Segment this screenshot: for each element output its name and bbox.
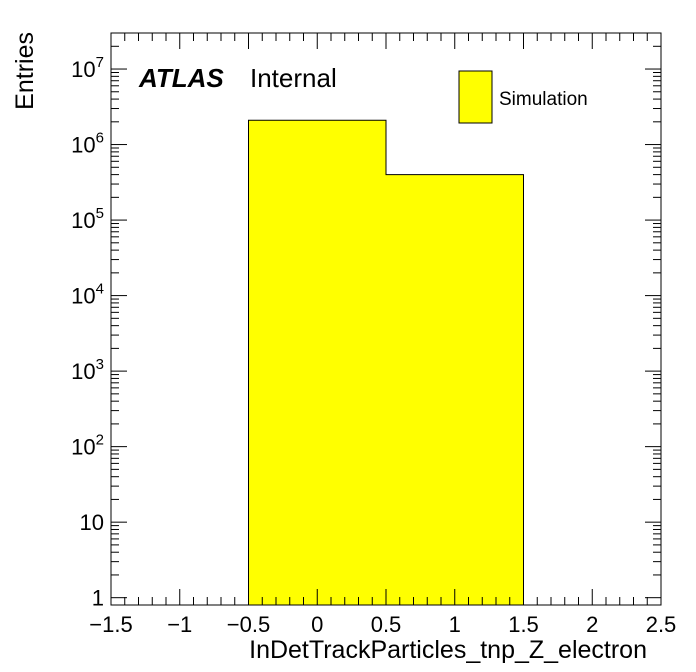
- histogram-outline: [248, 119, 524, 605]
- y-tick-labels: 1 10 102 103 104 105 106 107: [71, 54, 104, 611]
- x-tick-label: 0.5: [371, 612, 402, 637]
- y-tick-label: 106: [71, 130, 104, 158]
- atlas-label: ATLAS: [138, 63, 224, 93]
- y-tick-label: 1: [92, 586, 104, 611]
- y-tick-label: 105: [71, 205, 104, 233]
- y-tick-label: 107: [71, 54, 104, 82]
- y-tick-label: 10: [80, 510, 104, 535]
- x-tick-label: −1: [167, 612, 192, 637]
- x-tick-label: 2: [586, 612, 598, 637]
- legend-label: Simulation: [499, 89, 588, 110]
- histogram-bin-0: [248, 120, 386, 605]
- y-axis-title: Entries: [11, 32, 39, 110]
- histogram-bin-1: [386, 174, 524, 606]
- x-axis-title: InDetTrackParticles_tnp_Z_electron: [249, 636, 647, 664]
- x-tick-label: 1: [449, 612, 461, 637]
- atlas-internal-label: Internal: [250, 63, 337, 93]
- y-tick-label: 103: [71, 356, 104, 384]
- x-tick-label: 0: [311, 612, 323, 637]
- y-tick-label: 102: [71, 432, 104, 460]
- x-tick-label: −0.5: [227, 612, 270, 637]
- axis-ticks: [110, 32, 662, 605]
- legend: Simulation: [458, 70, 588, 124]
- histogram-bins: [248, 119, 524, 606]
- y-tick-label: 104: [71, 281, 104, 309]
- x-tick-labels: −1.5 −1 −0.5 0 0.5 1 1.5 2 2.5: [89, 612, 676, 637]
- legend-swatch: [458, 70, 493, 124]
- x-tick-label: 1.5: [508, 612, 539, 637]
- x-tick-label: 2.5: [646, 612, 677, 637]
- x-tick-label: −1.5: [89, 612, 132, 637]
